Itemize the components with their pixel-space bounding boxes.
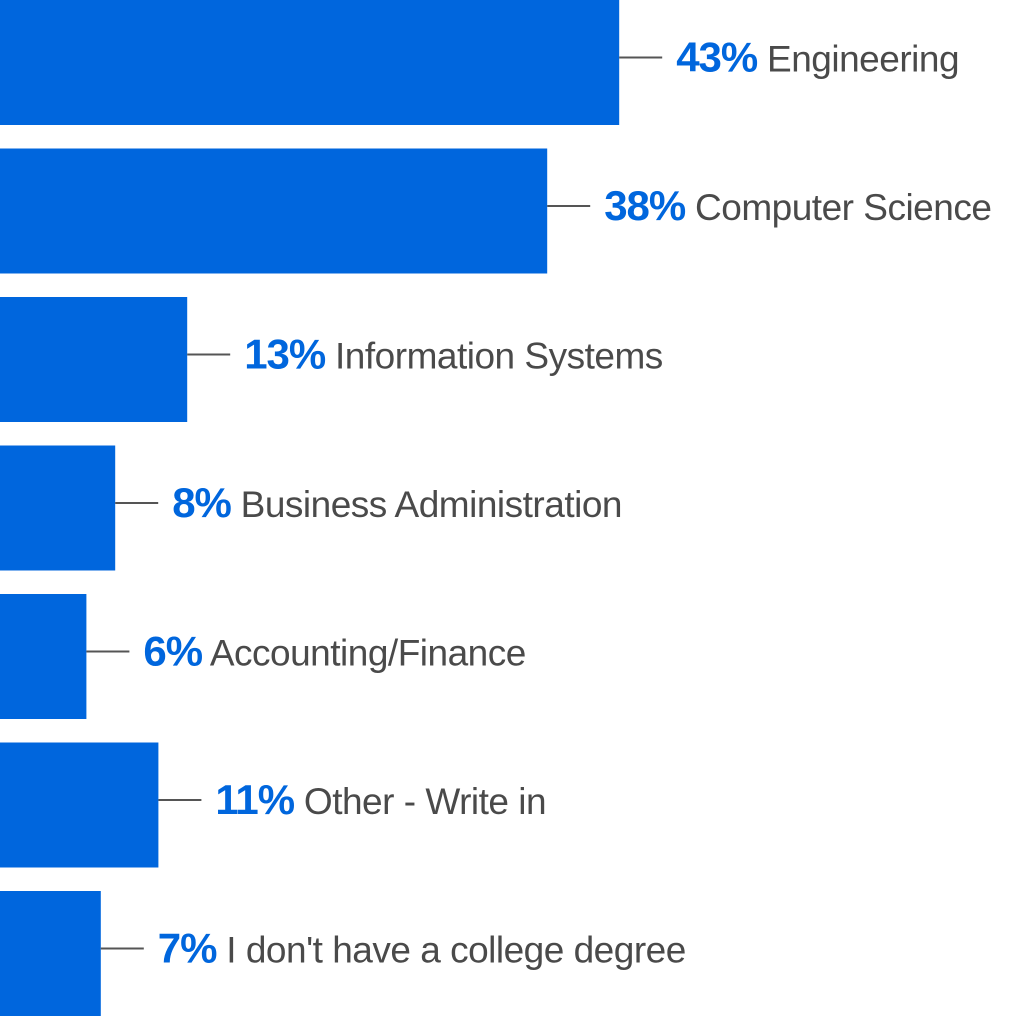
bar xyxy=(0,445,116,571)
bar xyxy=(0,742,159,868)
bar-group: 11% Other - Write in xyxy=(0,742,547,868)
bar-group: 43% Engineering xyxy=(0,0,960,125)
bar xyxy=(0,148,548,274)
value-label: 38% xyxy=(604,182,686,229)
value-label: 8% xyxy=(172,479,231,526)
category-label: Engineering xyxy=(767,39,959,80)
data-label: 43% Engineering xyxy=(676,34,959,81)
category-label: Other - Write in xyxy=(304,781,546,822)
value-label: 11% xyxy=(215,776,294,823)
data-label: 7% I don't have a college degree xyxy=(158,925,686,972)
bar xyxy=(0,594,87,719)
bar-group: 7% I don't have a college degree xyxy=(0,891,686,1016)
category-label: Computer Science xyxy=(695,187,991,228)
value-label: 6% xyxy=(143,628,202,675)
category-label: Business Administration xyxy=(241,484,622,525)
data-label: 11% Other - Write in xyxy=(215,776,546,823)
bar xyxy=(0,0,620,125)
bar xyxy=(0,297,188,422)
category-label: Accounting/Finance xyxy=(210,633,526,674)
data-label: 38% Computer Science xyxy=(604,182,991,229)
data-label: 6% Accounting/Finance xyxy=(143,628,525,675)
bar-group: 8% Business Administration xyxy=(0,445,622,571)
bar-group: 6% Accounting/Finance xyxy=(0,594,526,719)
bar-group: 38% Computer Science xyxy=(0,148,992,274)
data-label: 13% Information Systems xyxy=(244,331,663,378)
data-label: 8% Business Administration xyxy=(172,479,622,526)
category-label: Information Systems xyxy=(335,336,663,377)
value-label: 7% xyxy=(158,925,217,972)
bar-group: 13% Information Systems xyxy=(0,297,663,422)
bar xyxy=(0,891,101,1016)
value-label: 13% xyxy=(244,331,326,378)
value-label: 43% xyxy=(676,34,758,81)
category-label: I don't have a college degree xyxy=(226,930,686,971)
